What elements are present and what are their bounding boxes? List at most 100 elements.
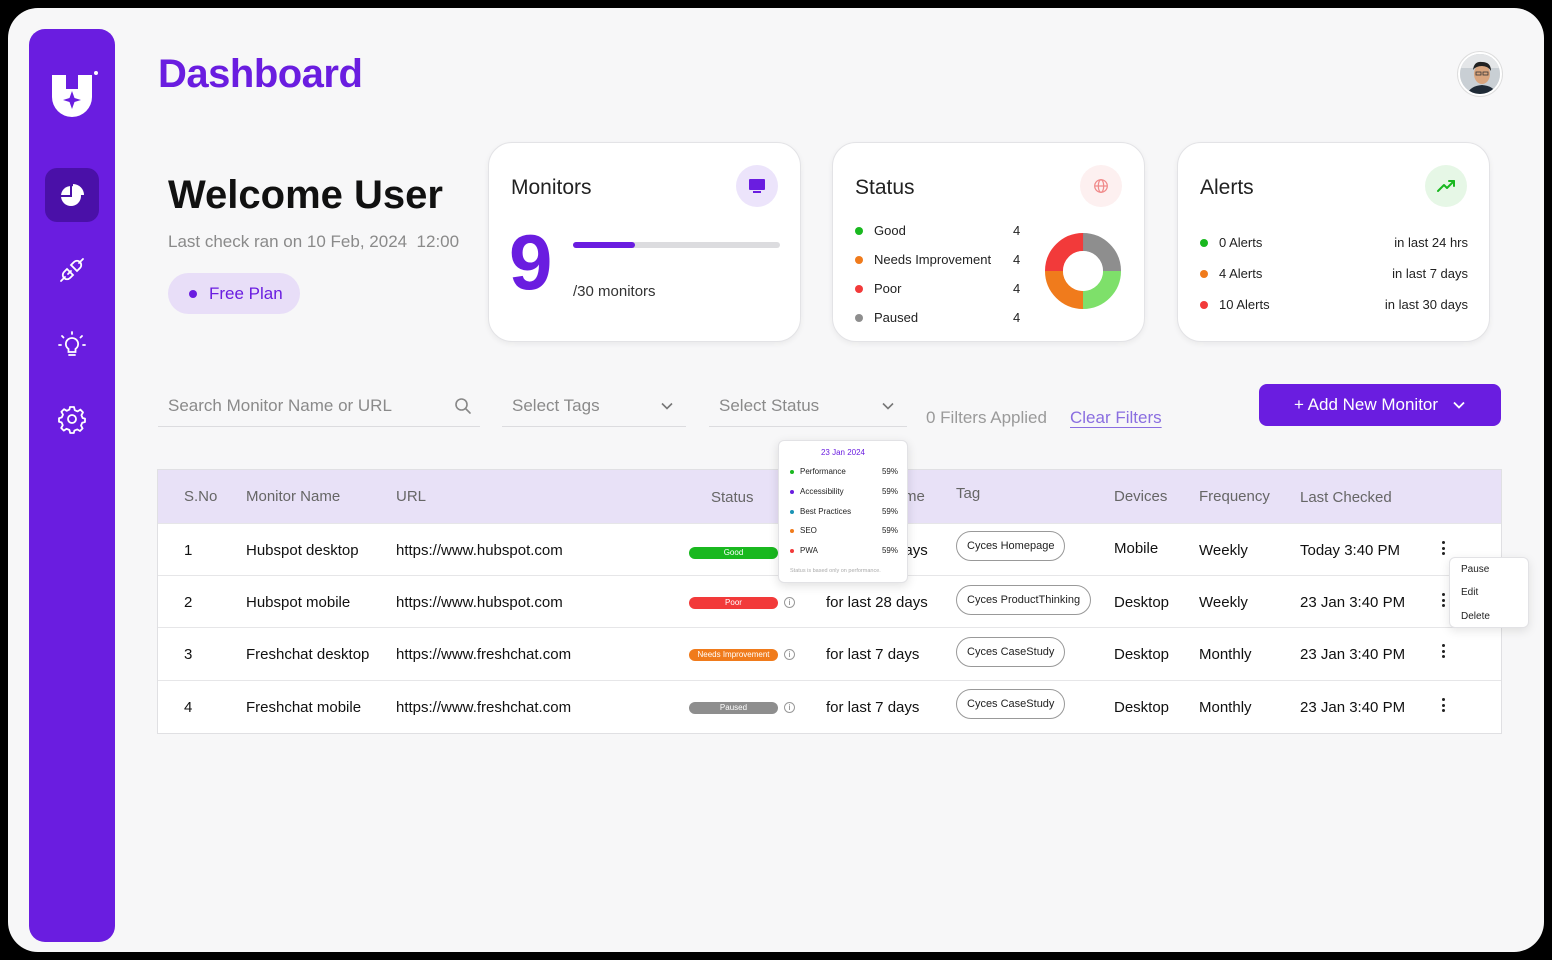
row-sno: 1 [184, 542, 193, 559]
header-url: URL [396, 488, 427, 505]
tooltip-note: Status is based only on performance. [790, 568, 881, 574]
row-more-icon[interactable] [1439, 644, 1447, 658]
chevron-down-icon [661, 402, 673, 410]
filters-applied-count: 0 Filters Applied [926, 408, 1047, 427]
tooltip-row-seo: SEO 59% [790, 526, 898, 535]
status-score-tooltip: 23 Jan 2024 Performance 59% Accessibility… [778, 440, 908, 583]
tooltip-row-best-practices: Best Practices 59% [790, 507, 898, 516]
search-input[interactable] [158, 391, 438, 421]
row-device: Desktop [1114, 646, 1170, 663]
clear-filters-link[interactable]: Clear Filters [1070, 408, 1162, 427]
pie-chart-icon [61, 184, 84, 206]
row-url[interactable]: https://www.freshchat.com [396, 646, 572, 663]
lightbulb-icon [58, 331, 86, 356]
row-monitor-name: Hubspot mobile [246, 594, 351, 611]
header-monitor-name: Monitor Name [246, 488, 341, 505]
table-row[interactable]: 4 Freshchat mobile https://www.freshchat… [158, 680, 1501, 734]
alert-item-24h: 0 Alerts [1200, 235, 1262, 250]
row-frequency: Monthly [1199, 646, 1252, 663]
monitors-progress-bar [573, 242, 780, 248]
info-icon[interactable]: i [784, 597, 795, 608]
header-last-checked: Last Checked [1300, 489, 1392, 506]
monitors-progress-fill [573, 242, 636, 248]
header-tag: Tag [956, 485, 981, 502]
row-url[interactable]: https://www.freshchat.com [396, 699, 572, 716]
row-sno: 2 [184, 594, 193, 611]
search-field [158, 391, 480, 427]
tooltip-row-performance: Performance 59% [790, 467, 898, 476]
last-check-text: Last check ran on 10 Feb, 2024 12:00 [168, 232, 460, 251]
row-last-checked: 23 Jan 3:40 PM [1300, 646, 1406, 663]
status-pill: Poor [689, 597, 778, 609]
monitors-card-title: Monitors [511, 176, 592, 199]
alert-when-7d: in last 7 days [1392, 266, 1468, 281]
status-select-placeholder: Select Status [719, 396, 820, 415]
row-url[interactable]: https://www.hubspot.com [396, 594, 563, 611]
header-timeframe-partial: me [904, 488, 925, 505]
header-status: Status [711, 489, 754, 506]
row-sno: 3 [184, 646, 193, 663]
plan-badge[interactable]: Free Plan [168, 273, 300, 314]
status-pill: Needs Improvement [689, 649, 778, 661]
search-icon[interactable] [454, 397, 472, 415]
status-pill: Paused [689, 702, 778, 714]
row-device: Desktop [1114, 699, 1170, 716]
row-last-checked: 23 Jan 3:40 PM [1300, 699, 1406, 716]
add-new-monitor-button[interactable]: + Add New Monitor [1259, 384, 1501, 426]
row-frequency: Weekly [1199, 594, 1248, 611]
user-avatar[interactable] [1458, 52, 1502, 96]
sidebar-item-insights[interactable] [45, 318, 99, 372]
plan-dot [189, 289, 197, 298]
status-card-title: Status [855, 176, 915, 199]
page-title: Dashboard [158, 52, 363, 96]
row-tag-chip[interactable]: Cyces CaseStudy [956, 689, 1066, 719]
alert-item-30d: 10 Alerts [1200, 297, 1270, 312]
tags-select-placeholder: Select Tags [512, 396, 600, 415]
row-last-checked: Today 3:40 PM [1300, 542, 1401, 559]
status-select[interactable]: Select Status [709, 391, 907, 427]
menu-item-edit[interactable]: Edit [1461, 587, 1479, 598]
row-more-icon[interactable] [1439, 593, 1447, 607]
row-tag-chip[interactable]: Cyces CaseStudy [956, 637, 1066, 667]
monitors-count: 9 [509, 218, 553, 306]
app-window: Dashboard Welcome User Last check ran on… [8, 8, 1544, 952]
sidebar-item-dashboard[interactable] [45, 168, 99, 222]
chevron-down-icon [1453, 401, 1465, 409]
monitors-subtitle: /30 monitors [573, 283, 656, 300]
row-monitor-name: Freshchat mobile [246, 699, 362, 716]
sidebar-item-settings[interactable] [45, 392, 99, 446]
alert-when-24h: in last 24 hrs [1394, 235, 1468, 250]
status-item-poor: Poor [855, 281, 901, 296]
tags-select[interactable]: Select Tags [502, 391, 686, 427]
row-more-icon[interactable] [1439, 541, 1447, 555]
row-frequency: Weekly [1199, 542, 1248, 559]
app-logo[interactable] [46, 67, 98, 119]
status-count-paused: 4 [1013, 310, 1021, 325]
monitor-icon [736, 165, 778, 207]
row-period: for last 7 days [826, 646, 920, 663]
table-row[interactable]: 3 Freshchat desktop https://www.freshcha… [158, 627, 1501, 680]
row-tag-chip[interactable]: Cyces ProductThinking [956, 585, 1092, 615]
status-count-good: 4 [1013, 223, 1021, 238]
row-url[interactable]: https://www.hubspot.com [396, 542, 563, 559]
status-item-needs-improvement: Needs Improvement [855, 252, 991, 267]
status-item-paused: Paused [855, 310, 918, 325]
menu-item-pause[interactable]: Pause [1461, 564, 1490, 575]
plan-label: Free Plan [209, 283, 283, 303]
welcome-title: Welcome User [168, 173, 443, 217]
sidebar-item-integrations[interactable] [45, 243, 99, 297]
header-devices: Devices [1114, 488, 1168, 505]
gear-icon [58, 406, 86, 434]
info-icon[interactable]: i [784, 702, 795, 713]
row-context-menu: Pause Edit Delete [1449, 557, 1529, 628]
row-tag-chip[interactable]: Cyces Homepage [956, 531, 1066, 561]
header-frequency: Frequency [1199, 488, 1270, 505]
status-pill: Good [689, 547, 778, 559]
info-icon[interactable]: i [784, 649, 795, 660]
add-new-monitor-label: + Add New Monitor [1293, 395, 1439, 414]
alerts-card: Alerts 0 Alerts in last 24 hrs 4 Alerts … [1177, 142, 1490, 342]
row-period: for last 28 days [826, 594, 928, 611]
row-more-icon[interactable] [1439, 698, 1447, 712]
menu-item-delete[interactable]: Delete [1461, 611, 1490, 622]
alert-item-7d: 4 Alerts [1200, 266, 1262, 281]
